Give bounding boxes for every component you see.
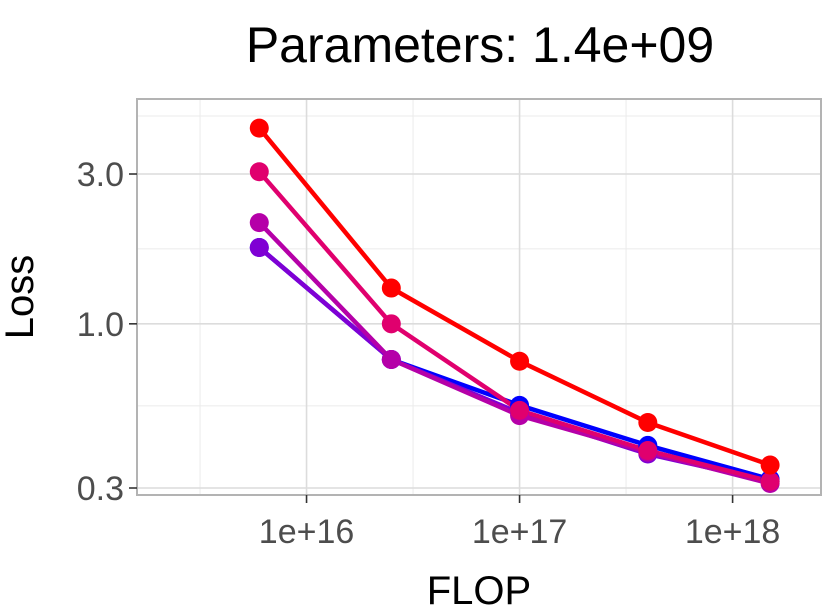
chart-title: Parameters: 1.4e+09 — [246, 17, 714, 73]
axis-ticks — [129, 173, 734, 503]
x-tick-label: 1e+18 — [685, 513, 781, 551]
x-tick-label: 1e+16 — [259, 513, 355, 551]
tick-labels: 1e+16 1e+17 1e+18 0.3 1.0 3.0 — [77, 156, 781, 551]
data-point — [249, 213, 269, 233]
x-tick-label: 1e+17 — [472, 513, 568, 551]
data-point — [381, 314, 401, 334]
data-point — [381, 349, 401, 369]
y-axis-title: Loss — [0, 255, 42, 340]
y-tick-label: 3.0 — [77, 156, 124, 194]
data-point — [638, 440, 658, 460]
data-point — [381, 278, 401, 298]
series-layer — [249, 118, 780, 494]
data-point — [510, 351, 530, 371]
plot-panel-border — [136, 98, 822, 496]
y-tick-label: 1.0 — [77, 306, 124, 344]
data-point — [760, 455, 780, 475]
data-point — [510, 400, 530, 420]
grid-major — [137, 99, 821, 495]
y-tick-label: 0.3 — [77, 470, 124, 508]
data-point — [249, 162, 269, 182]
data-point — [760, 471, 780, 491]
data-point — [249, 238, 269, 258]
x-axis-title: FLOP — [427, 569, 531, 613]
data-point — [249, 118, 269, 138]
data-point — [638, 412, 658, 432]
grid-minor — [137, 99, 821, 495]
